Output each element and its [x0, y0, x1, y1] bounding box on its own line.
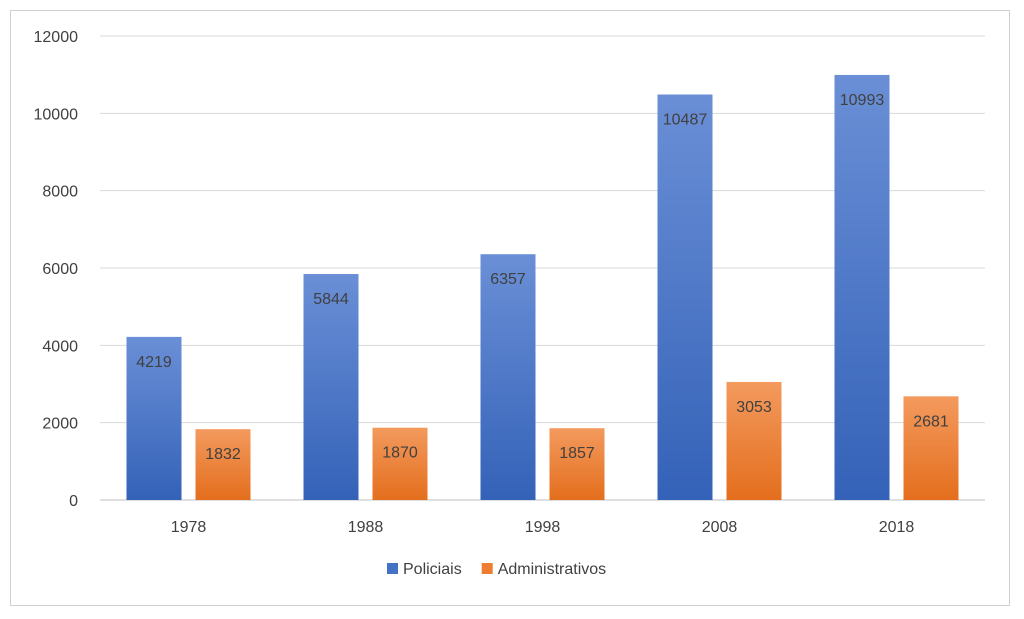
y-axis-ticks: 0 2000 4000 6000 8000 10000 12000: [34, 29, 79, 510]
bar-policiais-1978: [126, 336, 182, 500]
bar-policiais-2018: [834, 74, 890, 501]
legend-swatch-administrativos: [481, 563, 493, 574]
data-label-administrativos-1988: 1870: [382, 445, 418, 462]
legend: Policiais Administrativos: [387, 561, 606, 578]
bar-administrativos-2018: [903, 396, 959, 500]
y-tick-label: 8000: [42, 184, 78, 201]
data-label-policiais-2008: 10487: [663, 112, 708, 129]
x-tick-label-2018: 2018: [879, 519, 915, 536]
y-tick-label: 4000: [42, 338, 78, 355]
x-tick-label-2008: 2008: [702, 519, 738, 536]
legend-label-policiais: Policiais: [403, 561, 462, 578]
bar-administrativos-2008: [726, 381, 782, 500]
data-label-administrativos-2018: 2681: [913, 413, 949, 430]
bar-administrativos-1988: [372, 427, 428, 500]
data-labels: 4219 1832 5844 1870 6357 1857 10487 3053 10993 26…: [136, 92, 949, 463]
bar-administrativos-1998: [549, 428, 605, 500]
y-tick-label: 2000: [42, 416, 78, 433]
legend-label-administrativos: Administrativos: [498, 561, 606, 578]
bar-policiais-1998: [480, 254, 536, 500]
data-label-policiais-2018: 10993: [840, 92, 885, 109]
y-tick-label: 0: [69, 493, 78, 510]
data-label-administrativos-1978: 1832: [205, 446, 241, 463]
bars: [126, 74, 959, 501]
bar-administrativos-1978: [195, 429, 251, 500]
y-tick-label: 12000: [34, 29, 79, 46]
data-label-policiais-1998: 6357: [490, 271, 526, 288]
y-tick-label: 6000: [42, 261, 78, 278]
x-tick-label-1988: 1988: [348, 519, 384, 536]
bar-policiais-1988: [303, 274, 359, 500]
x-axis-ticks: 1978 1988 1998 2008 2018: [171, 519, 915, 536]
y-tick-label: 10000: [34, 106, 79, 123]
x-tick-label-1998: 1998: [525, 519, 561, 536]
data-label-policiais-1978: 4219: [136, 354, 172, 371]
legend-swatch-policiais: [387, 563, 398, 574]
data-label-administrativos-1998: 1857: [559, 445, 595, 462]
data-label-policiais-1988: 5844: [313, 291, 349, 308]
x-tick-label-1978: 1978: [171, 519, 207, 536]
bar-policiais-2008: [657, 94, 713, 500]
data-label-administrativos-2008: 3053: [736, 399, 772, 416]
